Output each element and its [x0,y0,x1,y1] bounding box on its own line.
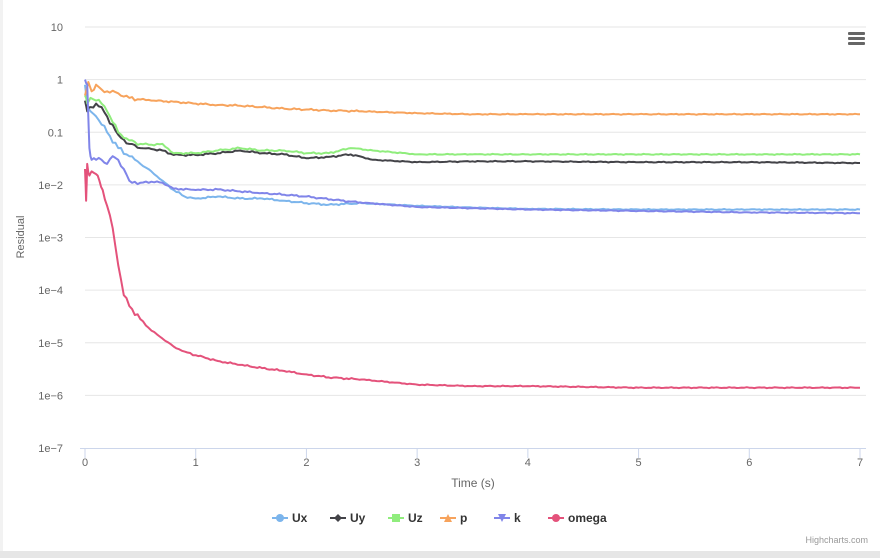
legend-item-uz[interactable]: Uz [388,511,423,525]
legend-label: Ux [292,511,308,525]
y-tick-label: 1 [57,75,63,87]
hamburger-menu-icon [848,32,865,45]
x-tick-label: 5 [636,457,642,469]
triangle-marker-icon [444,514,452,522]
y-tick-label: 0.1 [48,127,63,139]
circle-marker-icon [552,514,560,522]
x-tick-label: 7 [857,457,863,469]
y-gridlines [85,26,866,396]
y-tick-label: 1e−5 [38,338,63,350]
series-line-p[interactable] [84,81,860,116]
legend-label: Uz [408,511,423,525]
series-line-uz[interactable] [84,95,861,156]
triangle-down-marker-icon [498,514,506,522]
circle-marker-icon [276,514,284,522]
legend-item-uy[interactable]: Uy [330,511,366,525]
legend-item-ux[interactable]: Ux [272,511,308,525]
y-tick-label: 1e−4 [38,285,63,297]
y-tick-label: 1e−7 [38,443,63,455]
legend-item-omega[interactable]: omega [548,511,607,525]
series-line-k[interactable] [84,79,860,215]
legend-label: Uy [350,511,366,525]
legend-item-p[interactable]: p [440,511,467,525]
legend-label: omega [568,511,607,525]
x-tick-label: 1 [193,457,199,469]
legend-item-k[interactable]: k [494,511,521,525]
legend-label: k [514,511,521,525]
x-tick-label: 0 [82,457,88,469]
y-tick-label: 10 [51,22,63,34]
x-axis-title: Time (s) [451,476,495,490]
credits-link[interactable]: Highcharts.com [805,535,868,545]
legend-label: p [460,511,467,525]
y-tick-label: 1e−2 [38,180,63,192]
page-left-edge [0,0,3,558]
y-tick-label: 1e−6 [38,390,63,402]
y-tick-label: 1e−3 [38,233,63,245]
y-axis-title: Residual [15,216,27,259]
x-tick-label: 4 [525,457,531,469]
horizontal-scrollbar[interactable] [0,551,880,558]
square-marker-icon [392,514,400,522]
series-line-uy[interactable] [84,100,860,165]
x-tick-label: 2 [303,457,309,469]
x-axis: 0 1 2 3 4 5 6 7 [80,448,866,469]
x-tick-label: 3 [414,457,420,469]
legend: Ux Uy Uz p k omega [272,511,607,525]
x-tick-label: 6 [746,457,752,469]
diamond-marker-icon [334,514,342,522]
series-lines [84,79,861,390]
series-line-omega[interactable] [84,162,860,390]
y-axis-tick-labels: 1e−7 1e−6 1e−5 1e−4 1e−3 1e−2 0.1 1 10 [38,22,63,455]
chart-menu-button[interactable] [844,27,868,49]
